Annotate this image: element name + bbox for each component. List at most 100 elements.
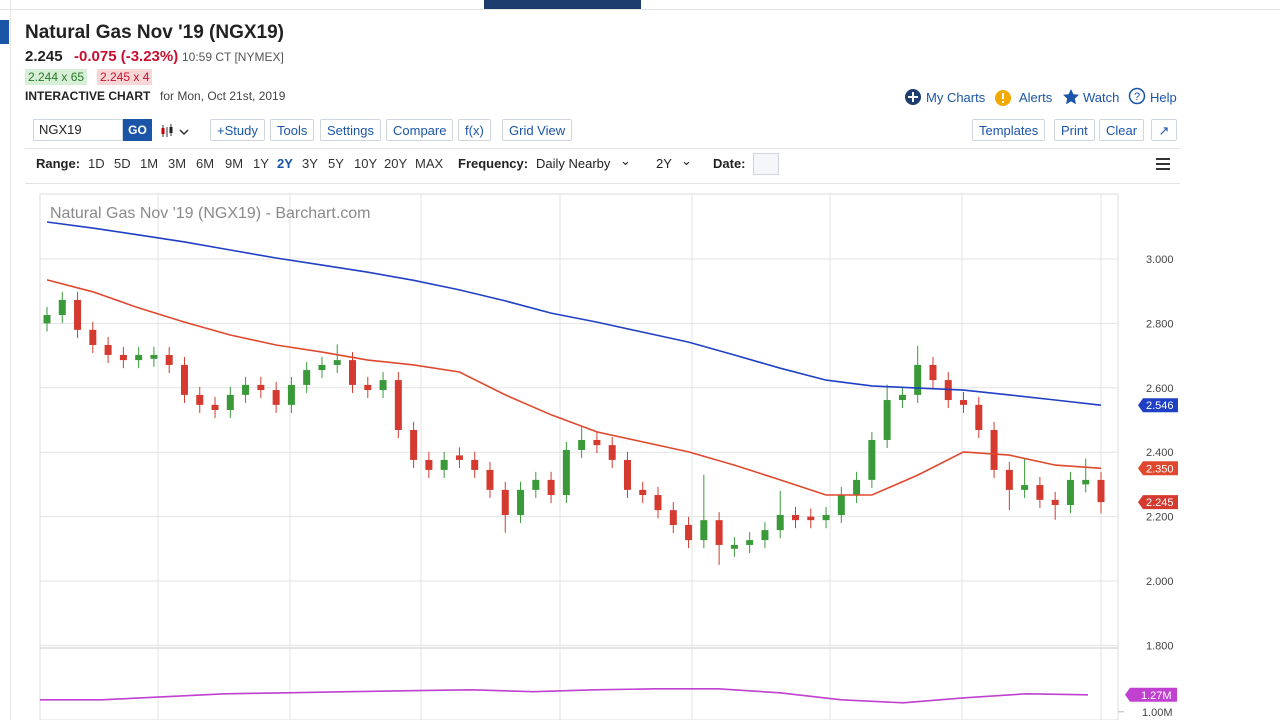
range-option[interactable]: 1M [140, 156, 159, 171]
candle-body [608, 445, 616, 460]
range-option[interactable]: 20Y [384, 156, 408, 171]
toolbar-button[interactable]: Settings [320, 119, 381, 141]
candle-body [196, 394, 204, 405]
candle-body [975, 404, 983, 430]
header-link[interactable]: Alerts [1019, 90, 1053, 105]
date-label: Date: [713, 156, 746, 171]
candle-body [837, 495, 845, 515]
expand-button[interactable]: ↗ [1151, 119, 1177, 141]
candle-body [791, 514, 799, 521]
candle-body [471, 459, 479, 470]
chart-type-picker[interactable] [160, 122, 192, 140]
candle-body [807, 516, 815, 521]
last-value-label: 2.245 [1146, 497, 1174, 509]
y-tick-label: 2.800 [1146, 318, 1174, 330]
candle-body [914, 364, 922, 395]
candle-body [547, 479, 555, 496]
y-tick-label: 2.400 [1146, 447, 1174, 459]
range-option[interactable]: 3Y [302, 156, 318, 171]
range-option[interactable]: 9M [225, 156, 244, 171]
candle-body [180, 364, 188, 395]
candle-body [135, 354, 143, 361]
last-value-label: 2.546 [1146, 400, 1174, 412]
y-tick-label: 2.600 [1146, 383, 1174, 395]
dropdown-arrow[interactable]: ⌄ [620, 153, 631, 168]
header-link[interactable]: Help [1150, 90, 1177, 105]
range-option[interactable]: 10Y [354, 156, 378, 171]
candle-body [501, 489, 509, 515]
menu-icon[interactable] [1154, 157, 1172, 171]
candle-body [883, 400, 891, 440]
y-tick-label: 1.800 [1146, 640, 1174, 652]
candle-body [379, 380, 387, 391]
dropdown-arrow[interactable]: ⌄ [681, 153, 692, 168]
range-option[interactable]: 1Y [253, 156, 269, 171]
range-option[interactable]: 1D [88, 156, 105, 171]
candle-body [517, 489, 525, 515]
candle-body [578, 439, 586, 450]
candle-body [486, 469, 494, 490]
toolbar-button[interactable]: Grid View [502, 119, 573, 141]
candle-body [960, 400, 968, 405]
toolbar-button[interactable]: +Study [210, 119, 265, 141]
last-price: 2.245 [25, 48, 63, 65]
candle-body [318, 364, 326, 371]
frequency-select[interactable]: Daily Nearby [536, 156, 611, 171]
icon-star[interactable] [1062, 88, 1080, 106]
toolbar-button[interactable]: Templates [972, 119, 1046, 141]
volume-line [40, 688, 1089, 704]
candle-body [272, 390, 280, 405]
header-link[interactable]: Watch [1083, 90, 1120, 105]
rule [25, 183, 1180, 184]
toolbar-button[interactable]: Clear [1099, 119, 1145, 141]
candle-body [761, 530, 769, 541]
candle-body [654, 495, 662, 511]
volume-tag-label: 1.27M [1141, 690, 1172, 702]
candle-body [303, 370, 311, 385]
candle-body [287, 384, 295, 405]
candle-body [1051, 499, 1059, 506]
icon-help[interactable]: ? [1128, 87, 1146, 105]
calendar-button[interactable] [753, 153, 779, 175]
candle-body [1097, 479, 1105, 503]
toolbar-button[interactable]: Print [1054, 119, 1095, 141]
header-link[interactable]: My Charts [926, 90, 986, 105]
range-option[interactable]: 5Y [328, 156, 344, 171]
last-value-tag [1138, 398, 1178, 413]
title: Natural Gas Nov '19 (NGX19) [25, 22, 284, 43]
symbol-input[interactable]: NGX19 [33, 119, 123, 141]
go-button[interactable]: GO [123, 119, 152, 141]
candle-body [1021, 485, 1029, 490]
period-select[interactable]: 2Y [656, 156, 672, 171]
candle-body [425, 459, 433, 470]
y-tick-label: 2.000 [1146, 576, 1174, 588]
candle-body [394, 380, 402, 430]
range-option[interactable]: MAX [415, 156, 444, 171]
y-tick-label: 3.000 [1146, 254, 1174, 266]
toolbar-button[interactable]: Compare [386, 119, 454, 141]
candle-body [898, 394, 906, 401]
range-option[interactable]: 5D [114, 156, 131, 171]
top-rule [0, 9, 1280, 10]
range-option[interactable]: 2Y [277, 156, 293, 171]
candle-body [119, 354, 127, 361]
candle-body [868, 439, 876, 480]
candle-body [211, 404, 219, 411]
icon-alert[interactable] [994, 89, 1012, 107]
candle-body [440, 459, 448, 470]
candle-body [532, 479, 540, 490]
toolbar-button[interactable]: Tools [270, 119, 315, 141]
range-option[interactable]: 3M [168, 156, 187, 171]
candle-body [349, 360, 357, 385]
candle-body [700, 520, 708, 541]
candle-body [74, 299, 82, 330]
candle-body [364, 384, 372, 391]
icon-plus[interactable] [904, 88, 922, 106]
range-option[interactable]: 6M [196, 156, 215, 171]
candle-body [89, 329, 97, 345]
toolbar-button[interactable]: f(x) [458, 119, 491, 141]
candle-body [685, 524, 693, 541]
svg-text:?: ? [1134, 91, 1140, 103]
candle-body [639, 489, 647, 496]
